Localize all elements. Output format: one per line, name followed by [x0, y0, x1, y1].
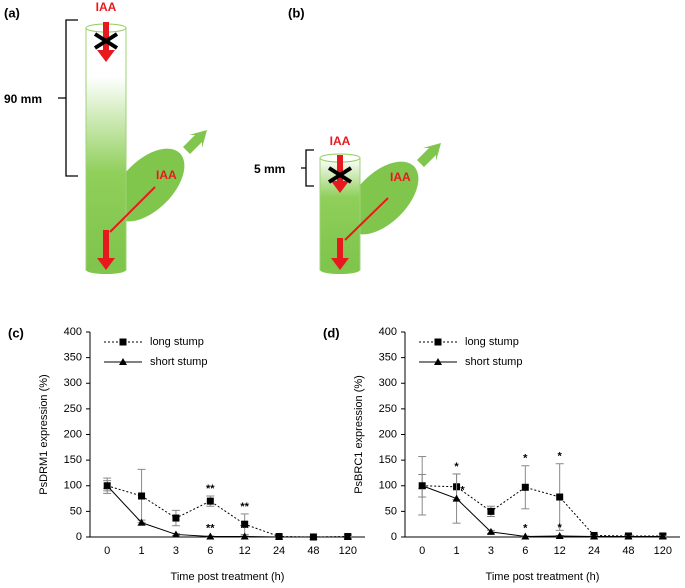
y-tick-label: 400	[379, 326, 397, 338]
y-tick-label: 300	[379, 377, 397, 389]
x-tick-label: 1	[139, 545, 145, 557]
x-tick-label: 24	[588, 545, 600, 557]
y-tick-label: 350	[379, 352, 397, 364]
annotation: **	[240, 501, 249, 513]
marker	[521, 532, 530, 540]
length-label: 90 mm	[4, 92, 42, 106]
y-tick-label: 200	[64, 428, 82, 440]
legend-label: long stump	[150, 336, 204, 348]
x-tick-label: 12	[554, 545, 566, 557]
y-tick-label: 50	[385, 505, 397, 517]
marker	[434, 338, 442, 346]
y-tick-label: 150	[379, 454, 397, 466]
x-tick-label: 24	[273, 545, 285, 557]
length-label: 5 mm	[254, 162, 285, 176]
y-tick-label: 250	[379, 403, 397, 415]
x-tick-label: 48	[622, 545, 634, 557]
marker	[556, 493, 564, 501]
marker	[434, 358, 442, 365]
marker	[624, 532, 633, 540]
marker	[486, 527, 495, 535]
marker	[487, 507, 495, 515]
y-axis-label: PsBRC1 expression (%)	[353, 375, 365, 494]
diagram-a: (a) IAA IAA 90 mm	[4, 0, 207, 274]
marker	[343, 533, 352, 540]
y-tick-label: 300	[64, 377, 82, 389]
annotation: **	[206, 483, 215, 495]
marker	[241, 520, 249, 528]
x-tick-label: 6	[522, 545, 528, 557]
hormone-label: IAA	[330, 134, 351, 148]
legend-label: short stump	[465, 356, 522, 368]
marker	[206, 497, 214, 505]
marker	[119, 358, 127, 365]
marker	[138, 492, 146, 500]
y-tick-label: 250	[64, 403, 82, 415]
x-axis-label: Time post treatment (h)	[171, 571, 285, 583]
marker	[521, 483, 529, 491]
annotation: **	[206, 522, 215, 534]
legend-label: short stump	[150, 356, 207, 368]
annotation: *	[523, 522, 528, 534]
y-tick-label: 400	[64, 326, 82, 338]
annotation: *	[454, 461, 459, 473]
x-tick-label: 6	[207, 545, 213, 557]
y-tick-label: 100	[379, 480, 397, 492]
x-tick-label: 0	[104, 545, 110, 557]
y-tick-label: 50	[70, 505, 82, 517]
marker	[103, 481, 112, 489]
hormone-label: IAA	[96, 0, 117, 14]
y-tick-label: 150	[64, 454, 82, 466]
marker	[590, 532, 599, 540]
marker	[171, 530, 180, 538]
y-tick-label: 350	[64, 352, 82, 364]
x-tick-label: 0	[419, 545, 425, 557]
series-line	[106, 485, 348, 538]
y-tick-label: 200	[379, 428, 397, 440]
y-tick-label: 0	[76, 531, 82, 543]
legend-label: long stump	[465, 336, 519, 348]
marker	[172, 514, 180, 522]
annotation: *	[460, 484, 465, 496]
x-tick-label: 120	[339, 545, 357, 557]
y-tick-label: 0	[391, 531, 397, 543]
panel-label: (c)	[8, 325, 24, 340]
marker	[275, 533, 284, 540]
marker	[206, 532, 215, 540]
x-tick-label: 3	[488, 545, 494, 557]
marker	[137, 518, 146, 526]
panel-label: (d)	[323, 325, 340, 340]
y-axis-label: PsDRM1 expression (%)	[38, 374, 50, 494]
marker	[119, 338, 127, 346]
series-line	[422, 485, 663, 537]
marker	[658, 532, 667, 540]
x-tick-label: 48	[307, 545, 319, 557]
panel-label: (a)	[4, 5, 20, 20]
marker	[240, 532, 249, 540]
marker	[452, 494, 461, 502]
y-tick-label: 100	[64, 480, 82, 492]
hormone-label: IAA	[390, 170, 411, 184]
x-tick-label: 120	[654, 545, 672, 557]
x-tick-label: 3	[173, 545, 179, 557]
panel-label: (b)	[288, 5, 305, 20]
annotation: *	[523, 453, 528, 465]
annotation: *	[558, 522, 563, 534]
diagram-b: (b) IAA IAA 5 mm	[254, 5, 441, 274]
x-axis-label: Time post treatment (h)	[486, 571, 600, 583]
x-tick-label: 1	[454, 545, 460, 557]
hormone-label: IAA	[156, 168, 177, 182]
annotation: **	[240, 522, 249, 534]
x-tick-label: 12	[239, 545, 251, 557]
marker	[309, 533, 318, 540]
series-line	[422, 485, 663, 537]
annotation: *	[558, 451, 563, 463]
marker	[555, 531, 564, 539]
marker	[418, 481, 427, 489]
